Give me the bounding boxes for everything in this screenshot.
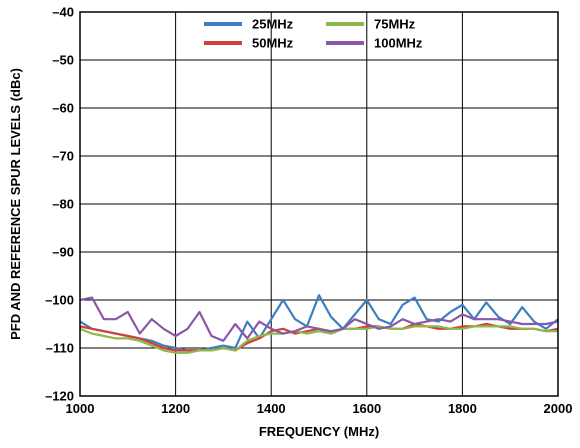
- x-axis-title: FREQUENCY (MHz): [259, 424, 379, 439]
- y-tick-label: –60: [52, 101, 74, 116]
- x-tick-label: 2000: [544, 401, 573, 416]
- x-tick-label: 1200: [161, 401, 190, 416]
- series-line-25MHz: [79, 294, 559, 352]
- x-tick-label: 1600: [352, 401, 381, 416]
- legend-label-75MHz: 75MHz: [374, 17, 416, 32]
- x-tick-label: 1400: [257, 401, 286, 416]
- legend-label-50MHz: 50MHz: [252, 36, 294, 51]
- y-tick-label: –80: [52, 197, 74, 212]
- series-line-100MHz: [79, 296, 559, 342]
- legend-label-100MHz: 100MHz: [374, 36, 423, 51]
- series-line-75MHz: [79, 325, 558, 354]
- grid: [79, 11, 559, 397]
- x-tick-label: 1000: [66, 401, 95, 416]
- y-axis-title: PFD AND REFERENCE SPUR LEVELS (dBc): [8, 68, 23, 340]
- legend: 25MHz 75MHz 50MHz 100MHz: [204, 17, 423, 51]
- x-tick-labels: 1000 1200 1400 1600 1800 2000: [66, 401, 573, 416]
- x-tick-label: 1800: [448, 401, 477, 416]
- plot-frame: [79, 11, 559, 397]
- series-layer: [79, 294, 559, 354]
- y-tick-label: –110: [46, 341, 74, 356]
- y-tick-label: –50: [52, 53, 74, 68]
- y-tick-label: –90: [52, 245, 74, 260]
- y-tick-label: –70: [52, 149, 74, 164]
- y-tick-label: –100: [45, 293, 74, 308]
- y-tick-labels: –40 –50 –60 –70 –80 –90 –100 –110 –120: [45, 5, 74, 404]
- y-tick-label: –40: [52, 5, 74, 20]
- legend-label-25MHz: 25MHz: [252, 17, 294, 32]
- y-tick-label: –120: [45, 389, 74, 404]
